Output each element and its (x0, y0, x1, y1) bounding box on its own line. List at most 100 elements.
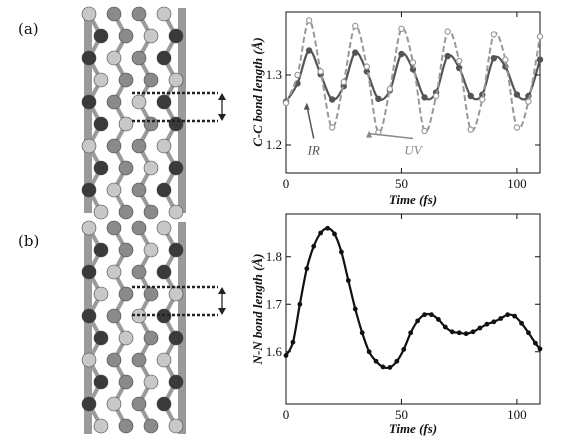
atom (118, 330, 134, 346)
data-point (373, 358, 379, 364)
atom (156, 352, 172, 368)
atom (168, 28, 184, 44)
data-point (513, 124, 521, 131)
x-axis-label: Time (fs) (389, 421, 437, 436)
data-point (363, 63, 371, 70)
annotation-arrow (369, 132, 414, 140)
atom (131, 396, 147, 412)
atom (81, 308, 97, 324)
atom (106, 138, 122, 154)
atom (143, 374, 159, 390)
data-point (305, 47, 313, 54)
data-point (290, 339, 296, 345)
data-point (444, 52, 451, 60)
atom (118, 418, 134, 434)
data-point (398, 50, 405, 58)
data-point (332, 231, 337, 237)
atom (143, 72, 159, 88)
atom (106, 264, 122, 280)
data-point (294, 71, 301, 79)
atom (93, 116, 109, 132)
atom (168, 286, 184, 302)
arrow-head (218, 93, 226, 100)
data-point (311, 243, 317, 249)
atom (118, 242, 134, 258)
data-point (421, 127, 428, 135)
atom (118, 72, 134, 88)
atom (143, 286, 159, 302)
atom (156, 396, 172, 412)
atom (93, 204, 109, 220)
atom (93, 160, 109, 176)
atom (81, 352, 97, 368)
atom (93, 286, 109, 302)
data-point (305, 17, 313, 24)
arrow-head (303, 102, 310, 110)
plot-frame (285, 213, 541, 405)
data-point (467, 92, 474, 100)
data-point (380, 364, 386, 370)
data-point (467, 126, 474, 133)
data-point (519, 320, 524, 326)
data-point (490, 31, 498, 38)
atom (168, 374, 184, 390)
annotation-label-ir: IR (307, 143, 320, 158)
data-point (536, 56, 544, 63)
atom (143, 204, 159, 220)
data-point (498, 316, 504, 321)
x-axis-label: Time (fs) (389, 192, 437, 207)
data-point (401, 346, 407, 352)
data-point (449, 329, 455, 335)
atom (143, 242, 159, 258)
data-point (409, 59, 417, 66)
atom (131, 264, 147, 280)
atom (168, 72, 184, 88)
data-point (436, 317, 441, 322)
atom (131, 182, 147, 198)
data-point (352, 49, 359, 56)
y-axis-label: C-C bond length (Å) (250, 37, 265, 146)
atom (81, 182, 97, 198)
y-tick-label: 1.6 (266, 344, 283, 359)
atom (118, 116, 134, 132)
atom (93, 418, 109, 434)
atom (131, 50, 147, 66)
data-point (490, 55, 498, 62)
data-point (398, 25, 405, 32)
atom (156, 94, 172, 110)
atom (118, 374, 134, 390)
atom (106, 50, 122, 66)
atom (81, 94, 97, 110)
atom (143, 418, 159, 434)
atom (118, 160, 134, 176)
data-point (470, 329, 476, 335)
x-tick-label: 50 (395, 176, 408, 191)
atom (143, 28, 159, 44)
atom (156, 50, 172, 66)
atom (81, 50, 97, 66)
atom (106, 6, 122, 22)
annotation-arrow (306, 105, 315, 139)
data-point (345, 278, 351, 283)
atom (143, 160, 159, 176)
atom (168, 204, 184, 220)
atom (81, 220, 97, 236)
data-point (491, 319, 497, 325)
data-point (415, 318, 421, 324)
data-point (484, 321, 490, 327)
atom (118, 204, 134, 220)
panel-label-a: (a) (18, 20, 39, 38)
atom (168, 330, 184, 346)
data-point (421, 94, 428, 101)
data-point (408, 330, 414, 336)
atom (106, 220, 122, 236)
arrow-head (366, 130, 373, 138)
panel-label-b: (b) (18, 232, 40, 250)
data-point (479, 96, 486, 103)
data-point (505, 312, 511, 318)
data-point (352, 306, 358, 312)
x-tick-label: 0 (283, 176, 290, 191)
data-point (526, 330, 531, 336)
